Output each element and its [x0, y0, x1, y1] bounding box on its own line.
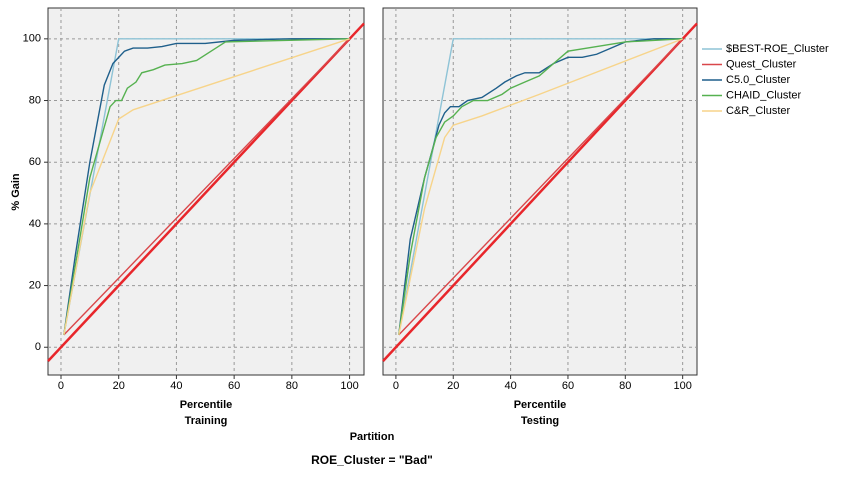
- gain-line: [398, 38, 683, 336]
- x-axis-label: Percentile: [514, 399, 567, 411]
- x-tick-label: 60: [228, 380, 240, 392]
- x-tick-label: 20: [113, 380, 125, 392]
- legend-label: CHAID_Cluster: [726, 89, 802, 101]
- x-axis-label: Percentile: [180, 399, 233, 411]
- gain-line: [398, 38, 683, 335]
- panel-label: Testing: [521, 415, 559, 427]
- footer: ROE_Cluster = "Bad": [311, 453, 433, 467]
- gain-line: [398, 38, 683, 336]
- x-tick-label: 0: [58, 380, 64, 392]
- x-tick-label: 0: [393, 380, 399, 392]
- x-tick-label: 40: [504, 380, 516, 392]
- x-tick-label: 20: [447, 380, 459, 392]
- gain-line: [398, 38, 684, 336]
- legend-label: $BEST-ROE_Cluster: [726, 43, 829, 55]
- legend-label: Quest_Cluster: [726, 58, 797, 70]
- gain-line: [398, 38, 683, 336]
- x-tick-label: 100: [673, 380, 691, 392]
- gain-line: [63, 38, 350, 336]
- gain-line: [63, 38, 350, 336]
- y-tick-label: 40: [29, 218, 41, 230]
- x-tick-label: 60: [562, 380, 574, 392]
- gain-line: [63, 38, 350, 336]
- x-tick-label: 40: [170, 380, 182, 392]
- x-tick-label: 80: [286, 380, 298, 392]
- y-tick-label: 60: [29, 156, 41, 168]
- gain-line: [63, 38, 351, 336]
- baseline: [382, 22, 698, 362]
- y-tick-label: 100: [23, 33, 41, 45]
- x-tick-label: 80: [619, 380, 631, 392]
- y-axis-label: % Gain: [10, 173, 22, 211]
- y-tick-label: 20: [29, 279, 41, 291]
- panel-label: Training: [185, 415, 228, 427]
- baseline: [47, 22, 365, 362]
- legend-label: C5.0_Cluster: [726, 74, 791, 86]
- legend-label: C&R_Cluster: [726, 105, 791, 117]
- y-tick-label: 0: [35, 341, 41, 353]
- x-tick-label: 100: [340, 380, 358, 392]
- y-tick-label: 80: [29, 94, 41, 106]
- group-label: Partition: [350, 431, 395, 443]
